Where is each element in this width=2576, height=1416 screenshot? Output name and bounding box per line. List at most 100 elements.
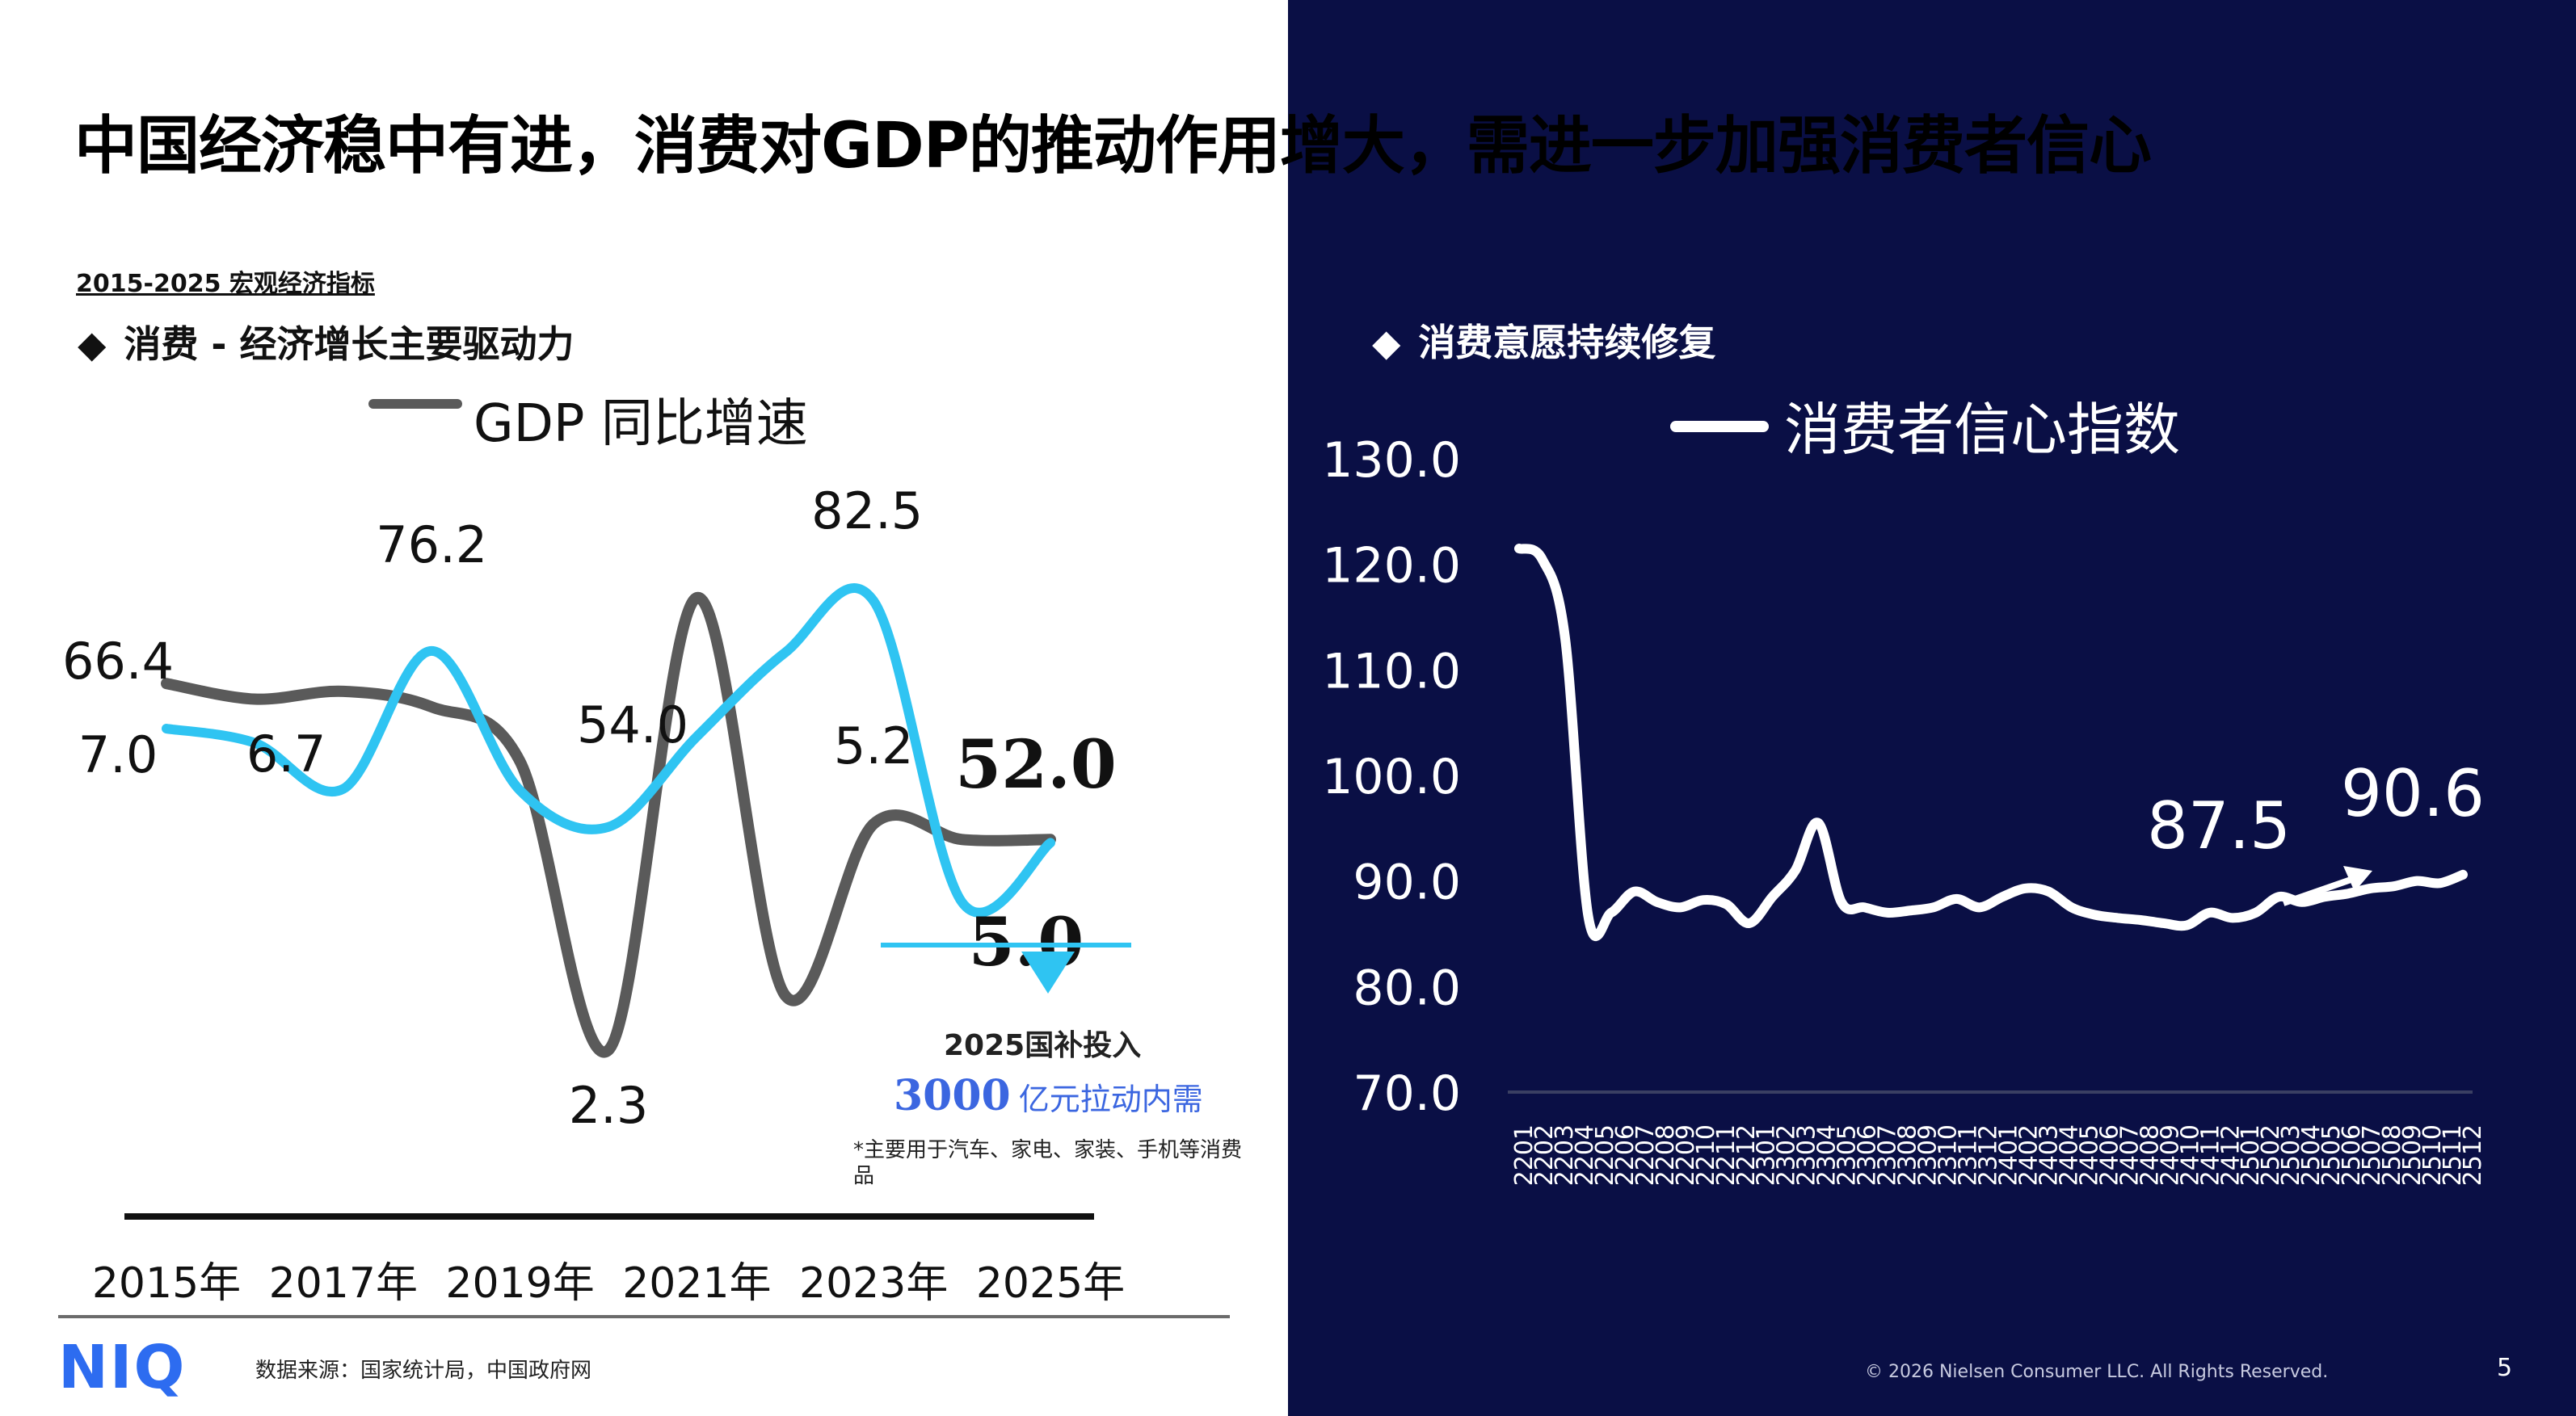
x-tick-label: 2208 (1652, 1124, 1680, 1186)
x-tick-label: 2510 (2418, 1124, 2447, 1186)
trend-arrow-line (2282, 874, 2359, 906)
data-label-gdp: 5.2 (834, 716, 914, 775)
x-tick-label: 2025年 (976, 1259, 1125, 1308)
page-title: 中国经济稳中有进，消费对GDP的推动作用增大，需进一步加强消费者信心 (74, 110, 2152, 183)
data-label-cci: 90.6 (2341, 756, 2485, 831)
x-tick-label: 2209 (1672, 1124, 1700, 1186)
series-line-cci (1514, 544, 2468, 942)
y-tick-label: 70.0 (1353, 1065, 1461, 1122)
x-tick-label: 2201 (1510, 1124, 1538, 1186)
x-tick-label: 2301 (1753, 1124, 1781, 1186)
x-tick-label: 2408 (2136, 1124, 2164, 1186)
data-label-consumption: 76.2 (376, 515, 487, 574)
right-section-text: 消费意愿持续修复 (1418, 321, 1716, 364)
x-tick-label: 2505 (2317, 1124, 2346, 1186)
y-tick-label: 120.0 (1322, 538, 1461, 595)
x-tick-label: 2015年 (92, 1259, 241, 1308)
subsidy-note: *主要用于汽车、家电、家装、手机等消费品 (853, 1138, 1243, 1188)
x-tick-label: 2206 (1611, 1124, 1639, 1186)
x-tick-label: 2023年 (799, 1259, 948, 1308)
niq-logo: NIQ (58, 1333, 187, 1402)
x-tick-label: 2305 (1833, 1124, 1862, 1186)
x-tick-label: 2411 (2196, 1124, 2225, 1186)
x-tick-label: 2303 (1793, 1124, 1821, 1186)
x-tick-label: 2410 (2176, 1124, 2204, 1186)
subsidy-amount-suffix: 亿元拉动内需 (1018, 1082, 1203, 1117)
x-tick-label: 2017年 (269, 1259, 418, 1308)
data-label-gdp: 7.0 (78, 725, 158, 784)
x-tick-label: 2509 (2398, 1124, 2427, 1186)
y-tick-label: 130.0 (1322, 432, 1461, 489)
x-tick-label: 2204 (1571, 1124, 1599, 1186)
y-tick-label: 90.0 (1353, 855, 1461, 911)
footer-divider (58, 1315, 1230, 1318)
page-number: 5 (2497, 1354, 2513, 1382)
x-tick-label: 2503 (2277, 1124, 2305, 1186)
x-tick-label: 2506 (2338, 1124, 2366, 1186)
x-tick-label: 2306 (1854, 1124, 1882, 1186)
y-tick-label: 110.0 (1322, 643, 1461, 700)
data-label-consumption: 82.5 (811, 481, 923, 540)
data-label-consumption-2025: 52.0 (955, 726, 1117, 804)
x-tick-label: 2402 (2014, 1124, 2043, 1186)
x-tick-label: 2403 (2035, 1124, 2063, 1186)
legend-label-cci: 消费者信心指数 (1784, 397, 2180, 463)
x-tick-label: 2508 (2378, 1124, 2406, 1186)
x-tick-label: 2507 (2358, 1124, 2386, 1186)
y-tick-label: 100.0 (1322, 749, 1461, 805)
x-tick-label: 2203 (1551, 1124, 1579, 1186)
y-tick-label: 80.0 (1353, 960, 1461, 1016)
data-label-gdp: 6.7 (246, 725, 326, 784)
x-tick-label: 2302 (1773, 1124, 1801, 1186)
series-line-consumption (162, 583, 1055, 918)
x-tick-label: 2412 (2216, 1124, 2245, 1186)
x-tick-label: 2502 (2257, 1124, 2285, 1186)
right-section-heading: ◆ 消费意愿持续修复 (1372, 313, 1715, 367)
x-tick-label: 2310 (1934, 1124, 1963, 1186)
x-tick-label: 2501 (2237, 1124, 2265, 1186)
gdp-consumption-chart: GDP 同比增速7.06.72.35.25.066.476.254.082.55… (62, 394, 1131, 1308)
left-section-heading: ◆ 消费 - 经济增长主要驱动力 (78, 315, 575, 368)
x-tick-label: 2311 (1955, 1124, 1983, 1186)
subsidy-amount: 3000 亿元拉动内需 (894, 1071, 1203, 1120)
x-tick-label: 2021年 (622, 1259, 771, 1308)
x-tick-label: 2407 (2115, 1124, 2144, 1186)
diamond-icon: ◆ (1372, 321, 1401, 364)
x-tick-label: 2202 (1530, 1124, 1559, 1186)
copyright: © 2026 Nielsen Consumer LLC. All Rights … (1865, 1362, 2329, 1382)
x-tick-label: 2401 (1994, 1124, 2022, 1186)
data-label-cci: 87.5 (2147, 788, 2291, 863)
x-tick-label: 2511 (2439, 1124, 2467, 1186)
x-tick-label: 2210 (1692, 1124, 1720, 1186)
subsidy-title: 2025国补投入 (944, 1029, 1142, 1062)
x-tick-label: 2405 (2075, 1124, 2103, 1186)
data-source: 数据来源：国家统计局，中国政府网 (255, 1359, 592, 1383)
data-label-consumption: 66.4 (62, 632, 174, 691)
series-line-gdp (161, 592, 1056, 1058)
chart-subtitle: 2015-2025 宏观经济指标 (76, 270, 375, 298)
x-tick-label: 2207 (1631, 1124, 1660, 1186)
diamond-icon: ◆ (78, 322, 107, 366)
subsidy-amount-value: 3000 (894, 1071, 1011, 1120)
x-tick-label: 2307 (1874, 1124, 1902, 1186)
x-tick-label: 2212 (1732, 1124, 1761, 1186)
x-tick-label: 2404 (2055, 1124, 2083, 1186)
x-tick-label: 2205 (1591, 1124, 1619, 1186)
x-tick-label: 2312 (1975, 1124, 2003, 1186)
data-label-gdp: 2.3 (569, 1076, 649, 1135)
x-tick-label: 2309 (1914, 1124, 1943, 1186)
x-tick-label: 2308 (1894, 1124, 1922, 1186)
x-tick-label: 2019年 (445, 1259, 594, 1308)
x-tick-label: 2512 (2459, 1124, 2487, 1186)
x-tick-label: 2406 (2095, 1124, 2124, 1186)
down-arrow-icon (1021, 952, 1075, 994)
left-section-text: 消费 - 经济增长主要驱动力 (124, 322, 575, 366)
x-tick-label: 2504 (2297, 1124, 2326, 1186)
dark-panel (1288, 0, 2576, 1416)
arrow-right-icon (2343, 866, 2372, 892)
x-tick-label: 2304 (1813, 1124, 1842, 1186)
x-tick-label: 2211 (1712, 1124, 1740, 1186)
data-label-consumption: 54.0 (577, 695, 688, 754)
legend-label-gdp: GDP 同比增速 (474, 394, 808, 454)
